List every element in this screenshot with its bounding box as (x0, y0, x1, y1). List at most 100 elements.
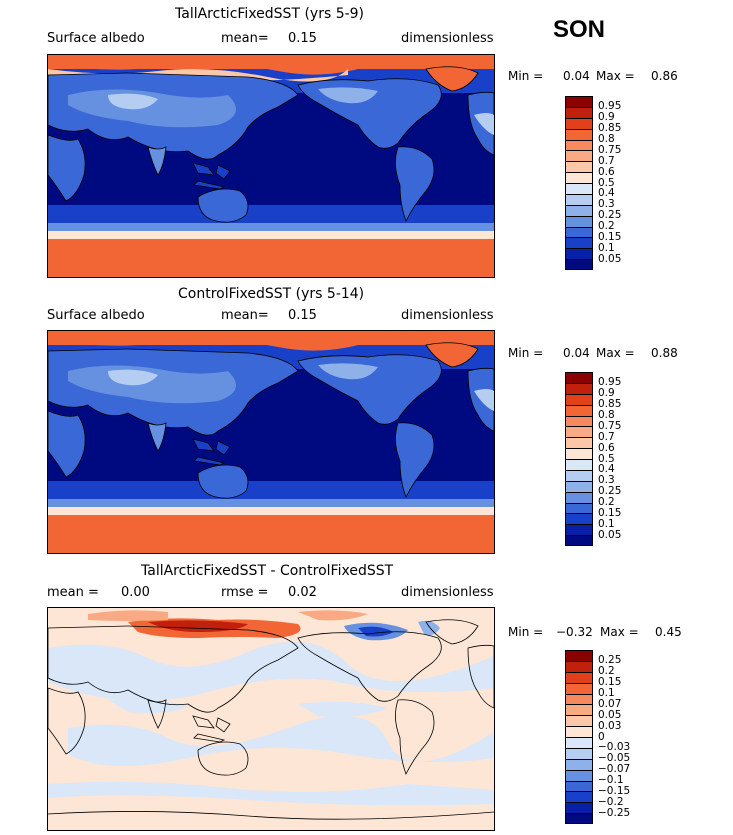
colorbar-swatch (565, 535, 593, 546)
panel-1-units: dimensionless (401, 31, 494, 46)
colorbar-tick-label: 0.05 (598, 252, 622, 265)
colorbar-tick-label: −0.15 (598, 784, 631, 797)
colorbar-tick-label: 0.6 (598, 441, 615, 454)
panel-1-map (47, 54, 495, 278)
colorbar-swatch (565, 491, 593, 503)
colorbar-swatch (565, 161, 593, 173)
panel-1-min-label: Min = (508, 69, 544, 83)
panel-3-min-value: −0.32 (556, 625, 593, 639)
colorbar-swatch (565, 682, 593, 694)
panel-3-map (47, 607, 495, 831)
colorbar-swatch (565, 183, 593, 194)
panel-2-mean-label: mean= (221, 308, 269, 323)
colorbar-swatch (565, 248, 593, 260)
colorbar-tick-label: 0.4 (598, 463, 615, 476)
colorbar-swatch (565, 480, 593, 492)
colorbar-tick-label: 0.8 (598, 133, 615, 145)
colorbar-frame (565, 372, 593, 546)
colorbar-swatch (565, 469, 593, 481)
colorbar-swatch (565, 393, 593, 405)
colorbar-tick-label: 0.75 (598, 143, 622, 156)
colorbar-tick-label: −0.05 (598, 752, 631, 765)
colorbar-tick-label: 0.15 (598, 230, 622, 243)
colorbar-tick-label: 0.95 (598, 376, 622, 389)
panel-3-min-label: Min = (508, 625, 544, 639)
colorbar-swatch (565, 780, 593, 792)
panel-3-title: TallArcticFixedSST - ControlFixedSST (141, 563, 394, 579)
colorbar-tick-label: 0.85 (598, 122, 622, 135)
colorbar-tick-label: 0.03 (598, 719, 622, 732)
panel-1-mean-label: mean= (221, 31, 269, 46)
panel-2-max-value: 0.88 (651, 346, 678, 360)
panel-2-min-label: Min = (508, 346, 544, 360)
colorbar-tick-label: 0.2 (598, 665, 615, 678)
colorbar-tick-label: 0.1 (598, 241, 615, 254)
colorbar-tick-label: 0.5 (598, 452, 615, 465)
panel-1-variable: Surface albedo (47, 31, 145, 46)
colorbar-swatch (565, 802, 593, 814)
panel-2-variable: Surface albedo (47, 308, 145, 323)
panel-3-max-label: Max = (600, 625, 639, 639)
colorbar-tick-label: −0.07 (598, 763, 631, 776)
colorbar-tick-label: 0.95 (598, 100, 622, 113)
colorbar-swatch (565, 128, 593, 140)
colorbar-swatch (565, 193, 593, 205)
colorbar-tick-label: 0.2 (598, 496, 615, 508)
colorbar-swatch (565, 671, 593, 683)
colorbar-tick-label: 0.7 (598, 154, 615, 167)
colorbar-swatch (565, 106, 593, 118)
colorbar-tick-label: 0.1 (598, 687, 615, 699)
panel-3-rmse-label: rmse = (221, 585, 269, 600)
colorbar-swatch (565, 747, 593, 759)
colorbar-tick-label: 0.85 (598, 398, 622, 411)
colorbar-tick-label: 0.8 (598, 409, 615, 421)
colorbar-swatch (565, 660, 593, 672)
colorbar-swatch (565, 150, 593, 162)
colorbar-swatch (565, 650, 593, 661)
panel-2-units: dimensionless (401, 308, 494, 323)
colorbar-swatch (565, 726, 593, 737)
colorbar-tick-label: −0.2 (598, 795, 624, 808)
colorbar-swatch (565, 513, 593, 525)
colorbar-tick-label: 0.9 (598, 111, 615, 124)
colorbar-swatch (565, 237, 593, 249)
colorbar-swatch (565, 524, 593, 536)
colorbar-tick-label: 0.2 (598, 220, 615, 232)
colorbar-tick-label: 0.05 (598, 528, 622, 541)
colorbar-swatch (565, 415, 593, 427)
colorbar-tick-label: 0.15 (598, 506, 622, 519)
colorbar-tick-label: 0.4 (598, 187, 615, 200)
colorbar-tick-label: 0.3 (598, 474, 615, 487)
colorbar-swatch (565, 693, 593, 705)
colorbar-tick-label: 0 (598, 730, 605, 743)
colorbar-swatch (565, 459, 593, 470)
colorbar-swatch (565, 769, 593, 781)
colorbar-tick-label: 0.25 (598, 209, 622, 222)
panel-2-map (47, 330, 495, 554)
colorbar-tick-label: 0.25 (598, 485, 622, 498)
panel-3-rmse-value: 0.02 (288, 585, 317, 600)
panel-2-mean-value: 0.15 (288, 308, 317, 323)
colorbar-frame (565, 650, 593, 824)
colorbar-swatch (565, 215, 593, 227)
colorbar-swatch (565, 204, 593, 216)
panel-2-title: ControlFixedSST (yrs 5-14) (178, 286, 365, 302)
colorbar-swatch (565, 704, 593, 716)
panel-2-max-label: Max = (596, 346, 635, 360)
colorbar-swatch (565, 259, 593, 270)
panel-3-mean-label: mean = (47, 585, 99, 600)
colorbar-swatch (565, 758, 593, 770)
panel-3-max-value: 0.45 (655, 625, 682, 639)
colorbar-swatch (565, 448, 593, 459)
season-label: SON (553, 16, 606, 43)
panel-3-units: dimensionless (401, 585, 494, 600)
colorbar-tick-label: 0.3 (598, 198, 615, 211)
colorbar-tick-label: 0.1 (598, 517, 615, 530)
colorbar-tick-label: 0.7 (598, 430, 615, 443)
colorbar-swatch (565, 404, 593, 416)
panel-2-min-value: 0.04 (563, 346, 590, 360)
panel-3-mean-value: 0.00 (121, 585, 150, 600)
panel-1-mean-value: 0.15 (288, 31, 317, 46)
colorbar-tick-label: 0.75 (598, 419, 622, 432)
colorbar-swatch (565, 382, 593, 394)
